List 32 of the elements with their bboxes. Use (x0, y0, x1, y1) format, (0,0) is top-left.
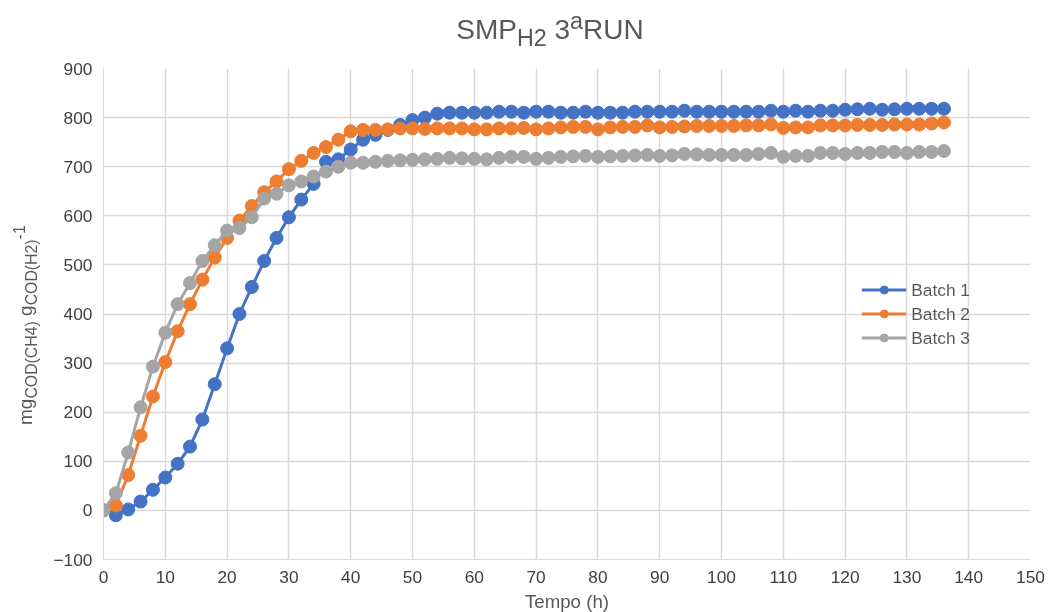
y-tick-label: 900 (63, 58, 93, 79)
y-tick-label: 0 (82, 500, 93, 521)
y-tick-label: 200 (63, 402, 93, 423)
x-tick-label: 70 (526, 566, 546, 587)
x-tick-label: 130 (892, 566, 922, 587)
y-tick-label: 600 (63, 205, 93, 226)
y-tick-label: 500 (63, 254, 93, 275)
x-tick-label: 20 (217, 566, 237, 587)
legend-label: Batch 1 (911, 279, 970, 300)
x-tick-label: 150 (1016, 566, 1045, 587)
x-tick-label: 50 (402, 566, 423, 587)
x-axis-title: Tempo (h) (525, 590, 609, 612)
x-tick-label: 90 (650, 566, 670, 587)
chart-title: SMP$_{H2}$ 3$^{a}$RUN (455, 7, 645, 53)
y-tick-label: 800 (63, 107, 93, 128)
x-tick-label: 100 (707, 566, 736, 587)
y-tick-label: 100 (63, 451, 93, 472)
y-tick-label: 300 (63, 353, 93, 374)
x-tick-label: 120 (830, 566, 860, 587)
x-tick-label: 40 (341, 566, 361, 587)
x-tick-label: 10 (155, 566, 175, 587)
x-tick-label: 0 (98, 566, 109, 587)
legend-label: Batch 2 (911, 303, 970, 324)
legend-label: Batch 3 (911, 327, 970, 348)
x-tick-label: 30 (279, 566, 299, 587)
y-tick-label: −100 (53, 549, 93, 570)
y-tick-label: 700 (63, 156, 93, 177)
x-tick-label: 80 (588, 566, 608, 587)
x-tick-label: 60 (464, 566, 484, 587)
x-tick-label: 110 (769, 566, 798, 587)
y-tick-label: 400 (63, 304, 93, 324)
x-tick-label: 140 (954, 566, 984, 587)
